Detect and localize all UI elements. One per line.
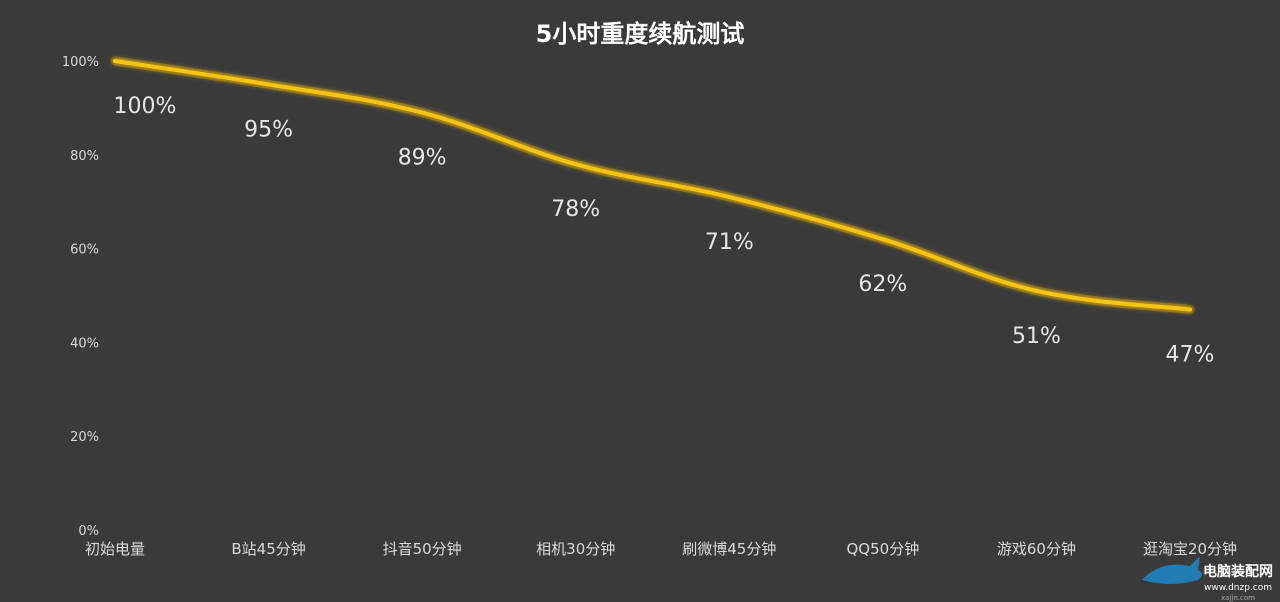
x-tick-label: QQ50分钟 xyxy=(847,540,920,558)
y-tick-label: 0% xyxy=(78,524,99,539)
x-tick-label: 逛淘宝20分钟 xyxy=(1143,540,1237,558)
series-battery xyxy=(110,56,1195,315)
data-point xyxy=(727,195,732,200)
watermark-url: www.dnzp.com xyxy=(1204,583,1272,593)
data-point xyxy=(113,59,117,63)
y-tick-label: 100% xyxy=(62,55,99,70)
y-tick-label: 80% xyxy=(70,149,99,164)
data-label: 95% xyxy=(244,117,293,142)
y-tick-label: 60% xyxy=(70,243,99,258)
data-label: 100% xyxy=(114,94,177,119)
data-label: 47% xyxy=(1166,343,1215,368)
data-label: 62% xyxy=(858,272,907,297)
series-line-glow xyxy=(110,56,1195,315)
data-point xyxy=(573,162,578,167)
x-tick-label: B站45分钟 xyxy=(231,540,305,558)
x-tick-label: 游戏60分钟 xyxy=(997,540,1076,558)
x-axis: 初始电量 B站45分钟 抖音50分钟 相机30分钟 刷微博45分钟 QQ50分钟 游戏60分… xyxy=(85,540,1237,558)
watermark-text: 电脑装配网 xyxy=(1203,563,1273,580)
shark-icon xyxy=(1142,556,1202,584)
y-tick-label: 20% xyxy=(70,430,99,445)
data-point xyxy=(420,110,425,115)
data-point xyxy=(266,82,271,87)
data-labels: 100% 95% 89% 78% 71% 62% 51% 47% xyxy=(114,94,1215,368)
x-tick-label: 相机30分钟 xyxy=(536,540,615,558)
series-line xyxy=(113,59,1192,312)
data-label: 89% xyxy=(398,146,447,171)
data-label: 51% xyxy=(1012,324,1061,349)
x-tick-label: 初始电量 xyxy=(85,540,145,558)
data-point xyxy=(880,237,885,242)
data-point xyxy=(1034,288,1039,293)
watermark-logo: 电脑装配网 www.dnzp.com xajjn.com xyxy=(1142,556,1273,602)
x-tick-label: 抖音50分钟 xyxy=(383,540,462,558)
y-axis: 0% 20% 40% 60% 80% 100% xyxy=(62,55,99,539)
chart-title: 5小时重度续航测试 xyxy=(536,20,745,48)
data-label: 78% xyxy=(551,197,600,222)
watermark-sub: xajjn.com xyxy=(1221,594,1255,602)
y-tick-label: 40% xyxy=(70,336,99,351)
data-point xyxy=(1188,307,1192,312)
x-tick-label: 刷微博45分钟 xyxy=(682,540,776,558)
data-label: 71% xyxy=(705,230,754,255)
